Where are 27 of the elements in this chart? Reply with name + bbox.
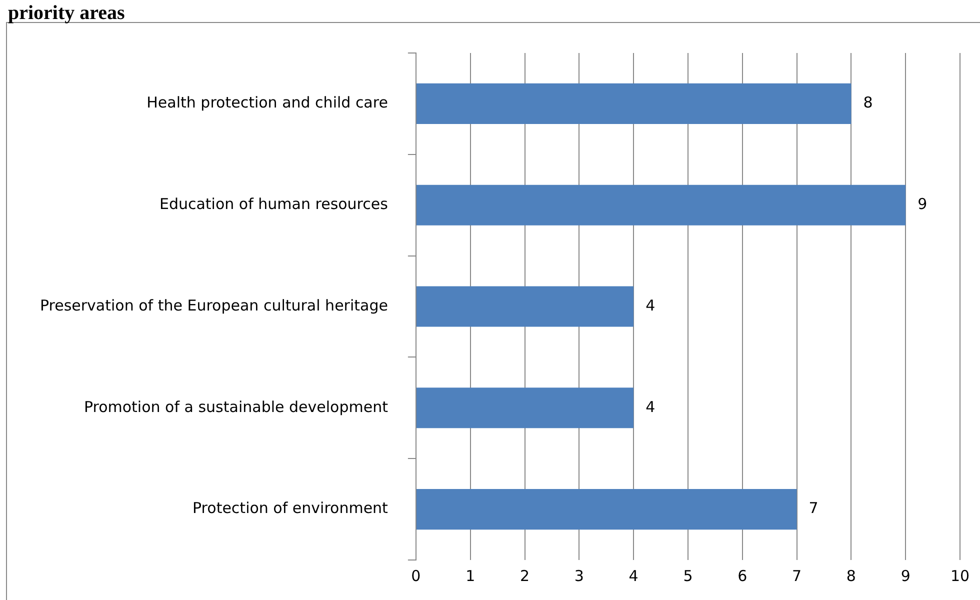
text: priority areas bbox=[8, 2, 125, 25]
x-tick-label: 4 bbox=[628, 566, 638, 585]
bar bbox=[416, 184, 906, 226]
data-label: 8 bbox=[863, 94, 873, 112]
data-label: 4 bbox=[646, 296, 656, 314]
y-tick-label: Education of human resources bbox=[159, 194, 388, 213]
data-label: 9 bbox=[918, 194, 928, 213]
x-tick-label: 9 bbox=[900, 566, 910, 585]
x-tick-label: 5 bbox=[683, 566, 693, 585]
bar bbox=[416, 83, 852, 124]
y-tick-label: Preservation of the European cultural heritage bbox=[40, 296, 388, 314]
x-tick-label: 10 bbox=[950, 566, 970, 585]
x-tick-label: 0 bbox=[411, 566, 421, 585]
bar bbox=[416, 388, 634, 428]
bar bbox=[416, 286, 634, 327]
x-tick-label: 1 bbox=[466, 566, 476, 585]
x-tick-label: 8 bbox=[846, 566, 856, 585]
y-tick-label: Health protection and child care bbox=[146, 94, 388, 112]
x-tick-label: 2 bbox=[520, 566, 530, 585]
data-label: 4 bbox=[646, 398, 656, 416]
data-label: 7 bbox=[808, 499, 818, 518]
y-tick-label: Promotion of a sustainable development bbox=[84, 398, 388, 416]
x-tick-label: 7 bbox=[792, 566, 802, 585]
bar bbox=[416, 489, 797, 530]
y-tick-label: Protection of environment bbox=[192, 499, 388, 518]
x-tick-label: 6 bbox=[738, 566, 748, 585]
x-tick-label: 3 bbox=[574, 566, 584, 585]
